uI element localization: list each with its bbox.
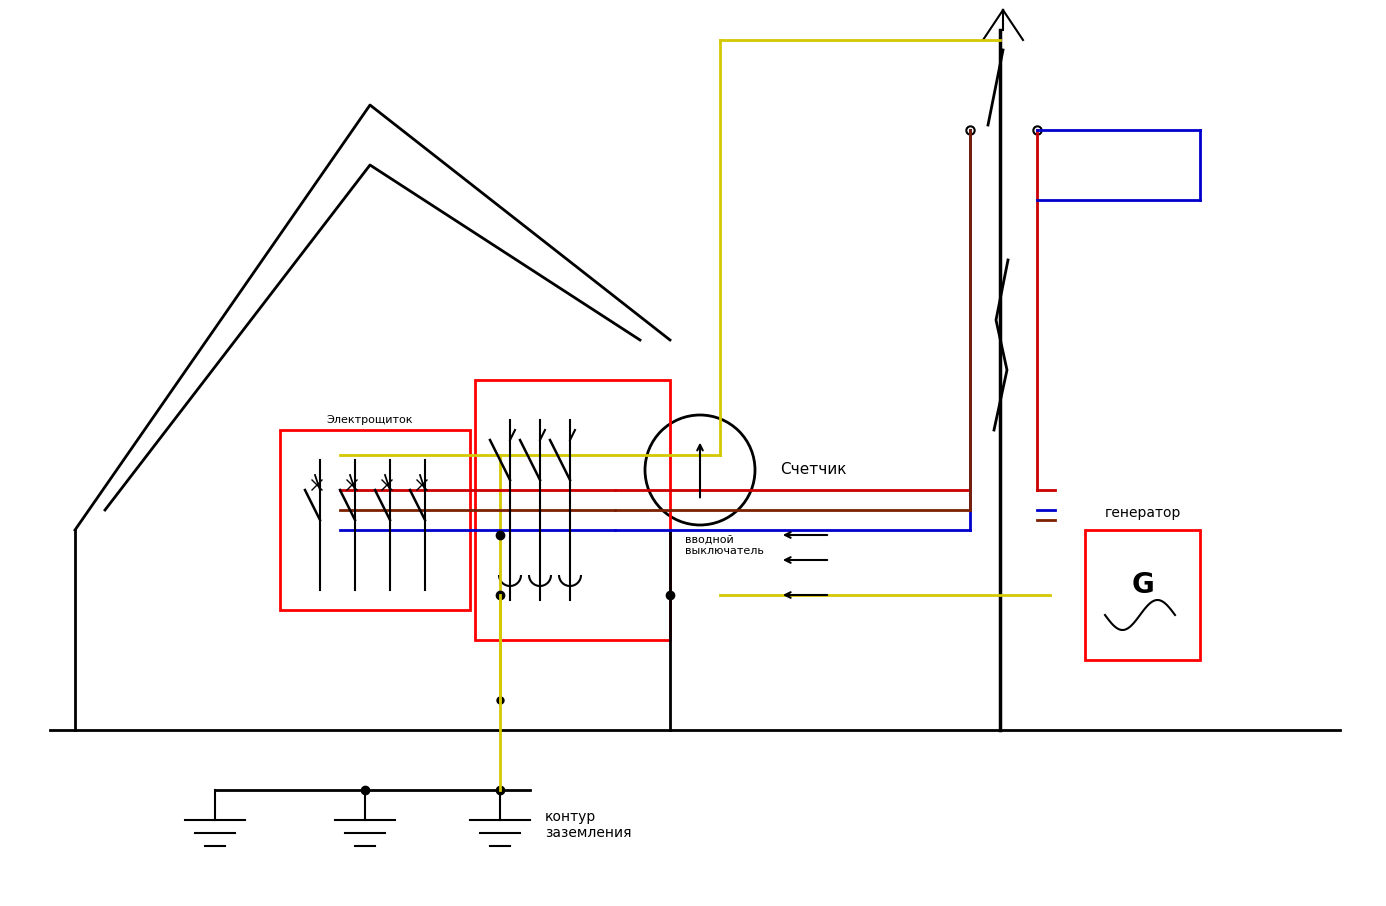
Bar	[475, 380, 669, 640]
Bar	[280, 430, 470, 610]
Text: контур
заземления: контур заземления	[545, 810, 632, 840]
Text: генератор: генератор	[1105, 506, 1181, 520]
Text: Счетчик: Счетчик	[780, 462, 847, 477]
Text: G: G	[1131, 571, 1155, 599]
Text: вводной
выключатель: вводной выключатель	[685, 535, 764, 555]
Text: Электрощиток: Электрощиток	[327, 415, 413, 425]
Bar	[1085, 530, 1200, 660]
